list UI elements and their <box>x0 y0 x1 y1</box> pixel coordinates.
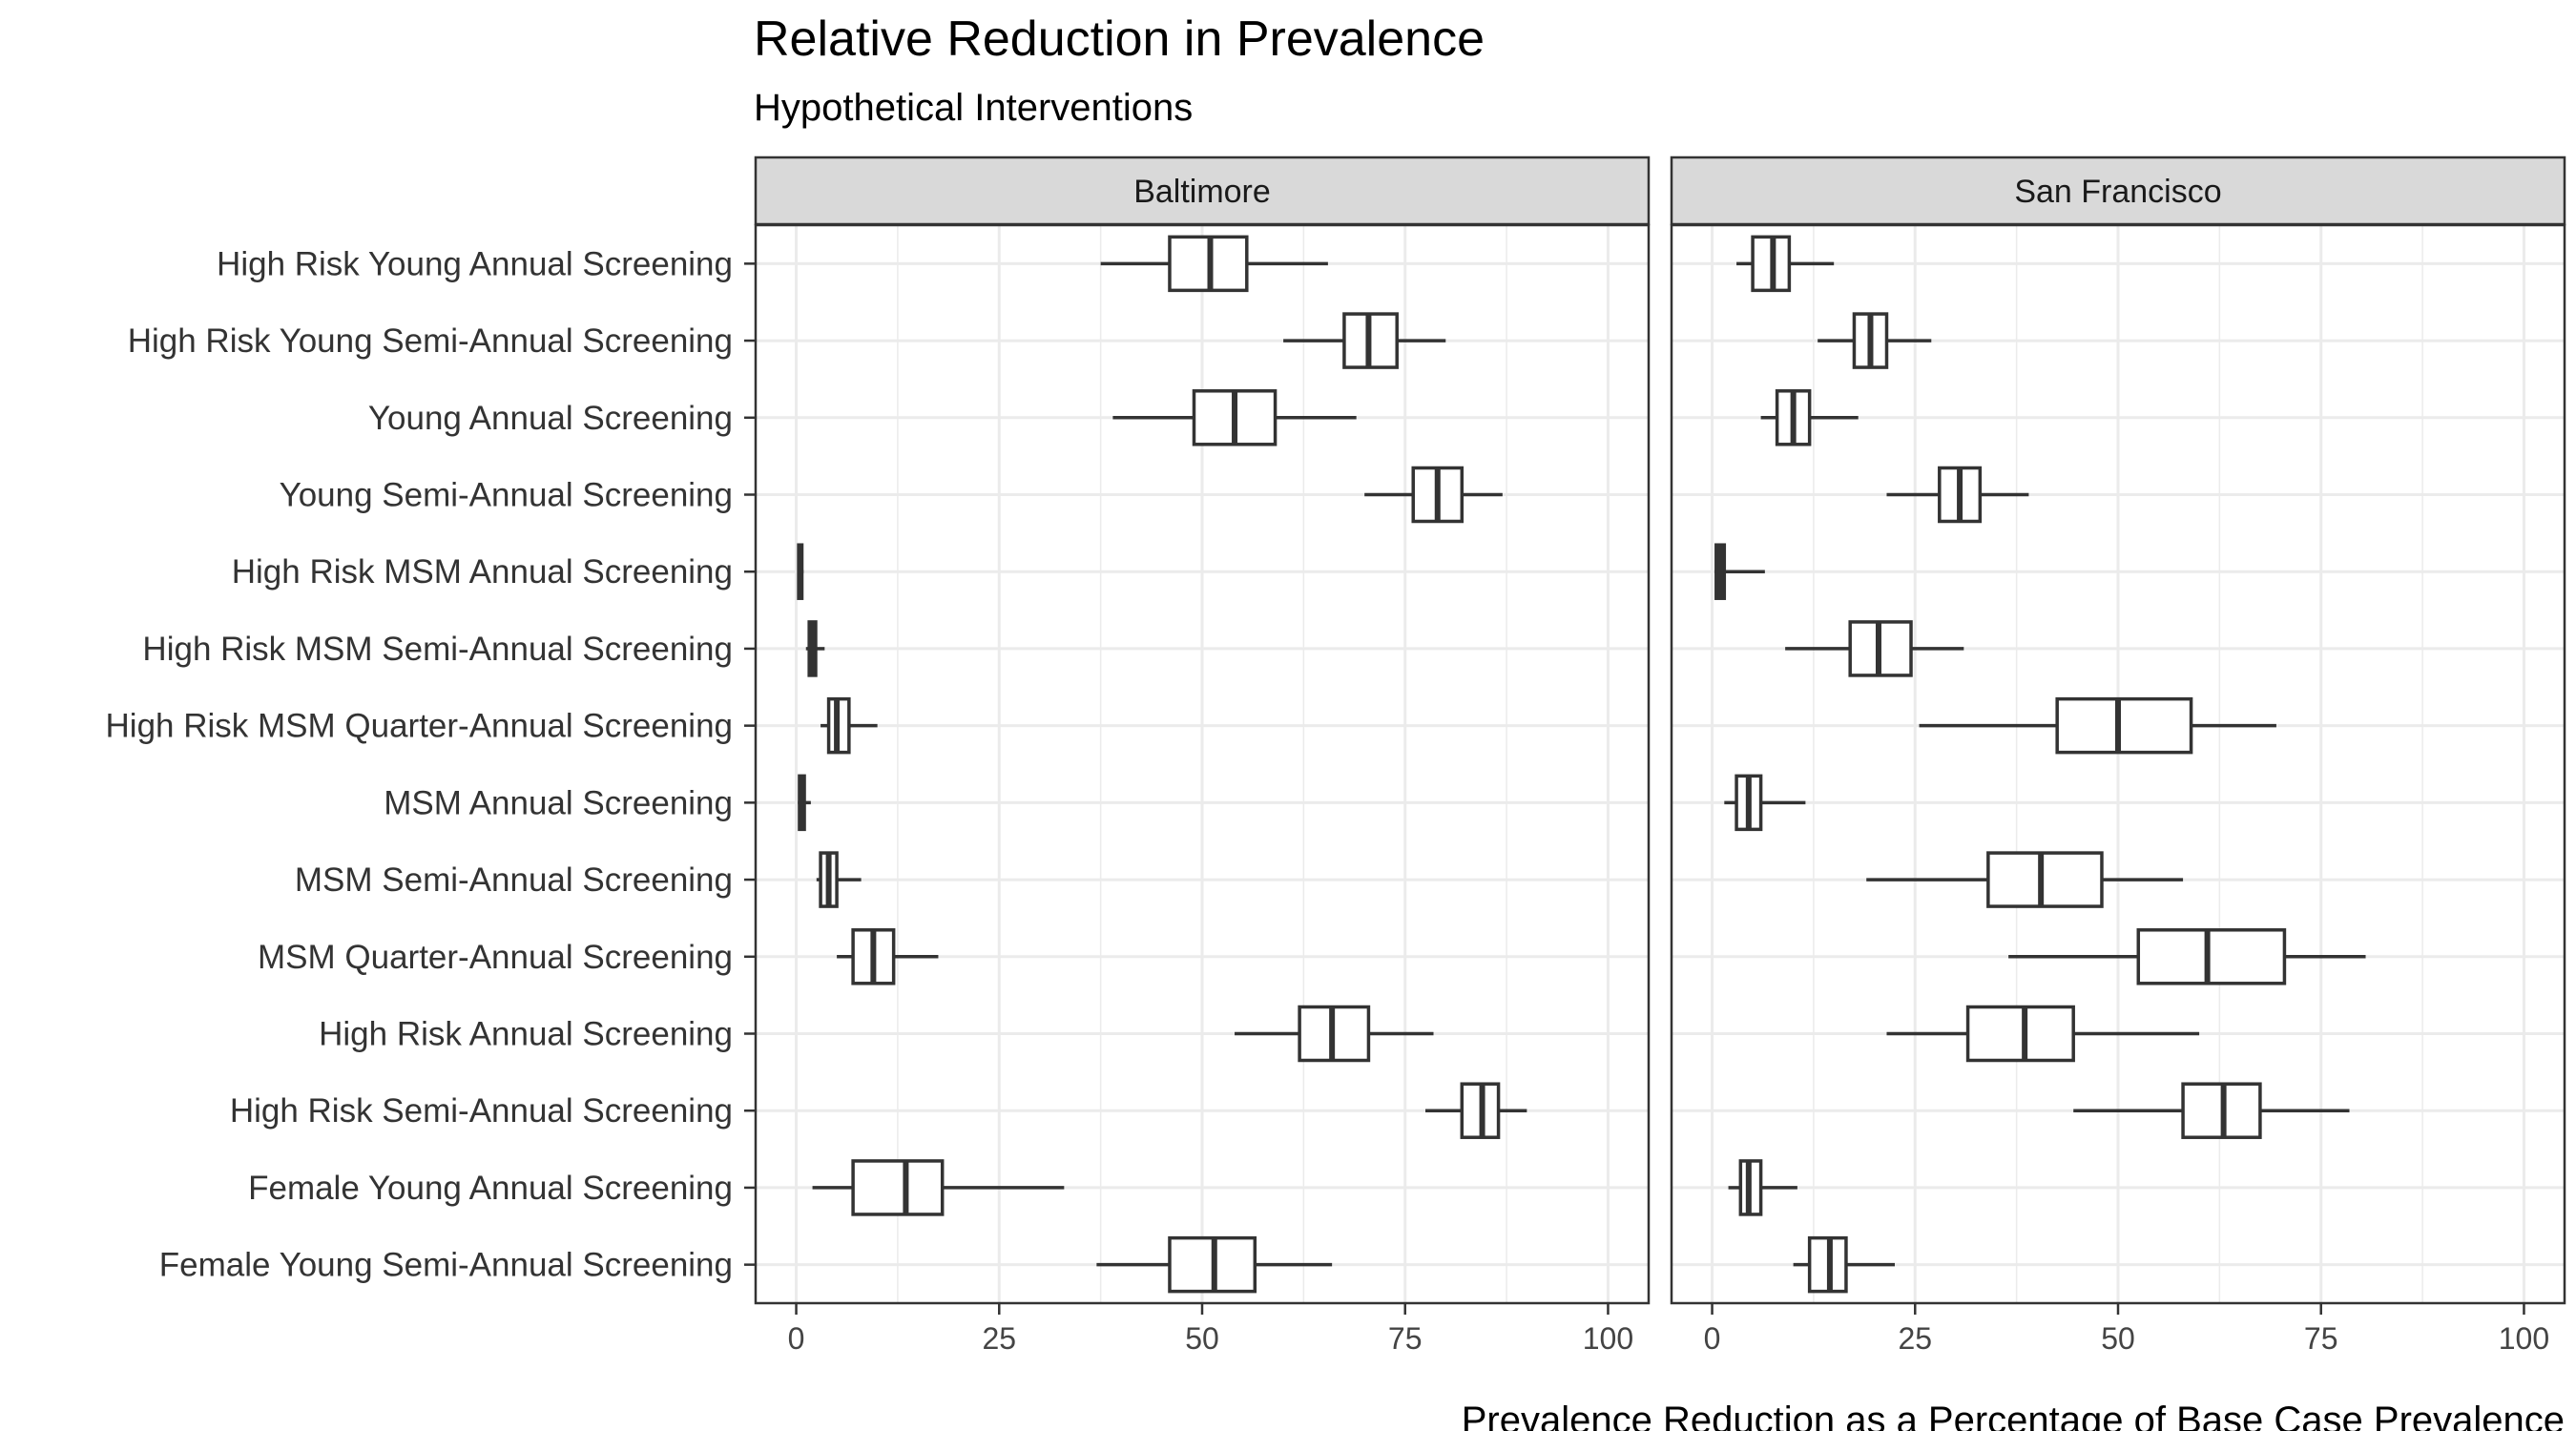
box-high-risk-annual-screening <box>1235 1005 1434 1063</box>
category-label: High Risk MSM Quarter-Annual Screening <box>106 708 733 745</box>
category-label: Female Young Annual Screening <box>248 1170 733 1207</box>
box-female-young-semi-annual-screening <box>1793 1235 1895 1294</box>
box-female-young-semi-annual-screening <box>1096 1235 1333 1294</box>
box-young-annual-screening <box>1760 389 1859 446</box>
facet-strip <box>754 156 1651 226</box>
category-label: Young Annual Screening <box>368 400 733 437</box>
y-axis-category-labels: High Risk Young Annual Screening High Ris… <box>106 245 756 1284</box>
box-msm-semi-annual-screening <box>816 851 862 908</box>
category-label: High Risk Semi-Annual Screening <box>230 1092 733 1130</box>
box-high-risk-semi-annual-screening <box>2073 1082 2350 1139</box>
box-high-risk-semi-annual-screening <box>1425 1082 1527 1139</box>
box-high-risk-young-annual-screening <box>1100 235 1328 293</box>
category-label: Young Semi-Annual Screening <box>280 477 733 514</box>
box-high-risk-young-annual-screening <box>1736 235 1835 293</box>
x-tick-label: 25 <box>982 1321 1016 1356</box>
facet-strip <box>1670 156 2566 226</box>
box-msm-semi-annual-screening <box>1866 851 2184 908</box>
box-iqr <box>2136 928 2287 985</box>
category-label: Female Young Semi-Annual Screening <box>159 1247 733 1284</box>
x-tick-label: 100 <box>2499 1321 2549 1356</box>
box-msm-annual-screening <box>798 774 811 832</box>
category-label: High Risk MSM Semi-Annual Screening <box>142 631 733 668</box>
box-young-semi-annual-screening <box>1364 466 1503 524</box>
x-tick-label: 25 <box>1898 1321 1932 1356</box>
box-iqr <box>1965 1005 2075 1063</box>
box-iqr <box>851 1159 945 1216</box>
x-tick-label: 0 <box>1704 1321 1721 1356</box>
box-iqr <box>1986 851 2104 908</box>
box-high-risk-annual-screening <box>1886 1005 2200 1063</box>
facet-strip-label: Baltimore <box>1133 174 1271 210</box>
facet-panel: San Francisco 0 25 50 75 100 <box>1670 156 2566 1356</box>
box-high-risk-msm-semi-annual-screening <box>805 620 825 677</box>
x-axis-title: Prevalence Reduction as a Percentage of … <box>1462 1400 2565 1431</box>
box-msm-quarter-annual-screening <box>837 928 939 985</box>
category-label: High Risk Young Annual Screening <box>217 245 733 282</box>
box-msm-annual-screening <box>1724 774 1806 832</box>
facet-panels: Baltimore 0 25 50 75 100 San Francisco 0 25 50 75 1… <box>754 156 2566 1356</box>
box-female-young-annual-screening <box>1728 1159 1797 1216</box>
category-label: MSM Quarter-Annual Screening <box>258 939 733 976</box>
chart-title: Relative Reduction in Prevalence <box>754 11 1485 67</box>
chart-subtitle: Hypothetical Interventions <box>754 87 1193 129</box>
box-young-semi-annual-screening <box>1886 466 2029 524</box>
box-msm-quarter-annual-screening <box>2008 928 2366 985</box>
category-label: MSM Semi-Annual Screening <box>295 861 733 899</box>
box-high-risk-msm-quarter-annual-screening <box>1919 696 2276 755</box>
category-label: High Risk MSM Annual Screening <box>232 553 733 591</box>
category-label: High Risk Annual Screening <box>319 1016 733 1053</box>
box-high-risk-young-semi-annual-screening <box>1818 312 1932 369</box>
x-tick-label: 50 <box>2101 1321 2135 1356</box>
box-high-risk-young-semi-annual-screening <box>1283 312 1446 369</box>
category-label: High Risk Young Semi-Annual Screening <box>128 322 733 360</box>
box-high-risk-msm-annual-screening <box>1714 543 1765 600</box>
box-high-risk-msm-semi-annual-screening <box>1785 620 1964 677</box>
box-iqr <box>2055 696 2193 755</box>
facet-panel: Baltimore 0 25 50 75 100 <box>754 156 1651 1356</box>
box-high-risk-msm-annual-screening <box>797 543 804 600</box>
x-tick-label: 75 <box>2304 1321 2338 1356</box>
category-label: MSM Annual Screening <box>384 784 733 821</box>
x-tick-label: 75 <box>1388 1321 1423 1356</box>
x-tick-label: 0 <box>788 1321 805 1356</box>
box-young-annual-screening <box>1112 389 1357 446</box>
box-high-risk-msm-quarter-annual-screening <box>821 696 878 755</box>
x-tick-label: 50 <box>1185 1321 1219 1356</box>
facet-strip-label: San Francisco <box>2014 174 2221 210</box>
box-female-young-annual-screening <box>812 1159 1065 1216</box>
x-tick-label: 100 <box>1583 1321 1633 1356</box>
